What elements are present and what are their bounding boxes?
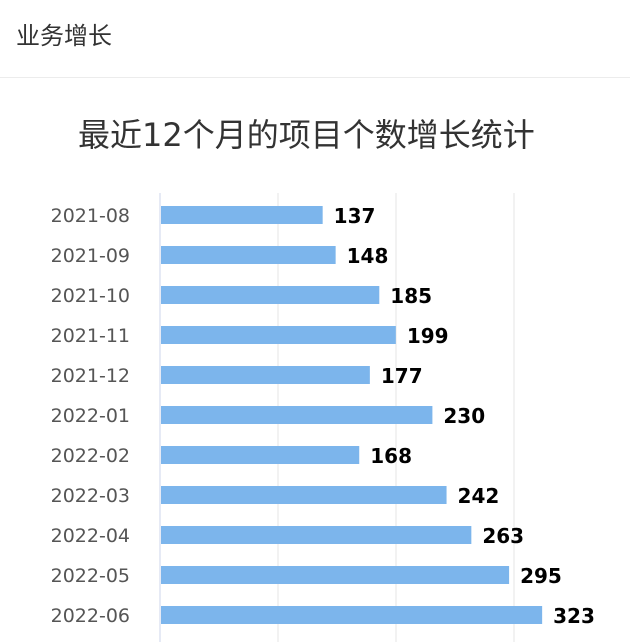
y-tick-label: 2022-04 [51,525,130,547]
data-label: 185 [390,284,432,308]
header-title: 业务增长 [16,22,112,50]
y-tick-label: 2022-06 [51,605,130,627]
bar [161,206,323,224]
y-tick-label: 2021-08 [51,205,130,227]
data-label: 242 [458,484,500,508]
y-tick-label: 2021-10 [51,285,130,307]
y-tick-label: 2022-02 [51,445,130,467]
y-tick-label: 2021-12 [51,365,130,387]
y-tick-label: 2021-09 [51,245,130,267]
data-label: 295 [520,564,562,588]
bar [161,446,360,464]
header-bar: 业务增长 [0,0,630,78]
y-tick-label: 2022-05 [51,565,130,587]
data-label: 323 [553,604,595,628]
y-tick-label: 2022-01 [51,405,130,427]
data-label: 177 [381,364,423,388]
data-label: 168 [370,444,412,468]
bar [161,286,380,304]
data-label: 148 [347,244,389,268]
bar [161,406,433,424]
data-label: 199 [407,324,449,348]
data-label: 263 [482,524,524,548]
y-tick-label: 2022-03 [51,485,130,507]
bar [161,366,370,384]
data-label: 230 [443,404,485,428]
chart-title: 最近12个月的项目个数增长统计 [78,116,535,154]
data-label: 137 [334,204,376,228]
bar [161,566,510,584]
bar [161,246,336,264]
bar [161,526,472,544]
y-tick-label: 2021-11 [51,325,130,347]
bar [161,486,447,504]
bar [161,326,396,344]
bar [161,606,543,624]
